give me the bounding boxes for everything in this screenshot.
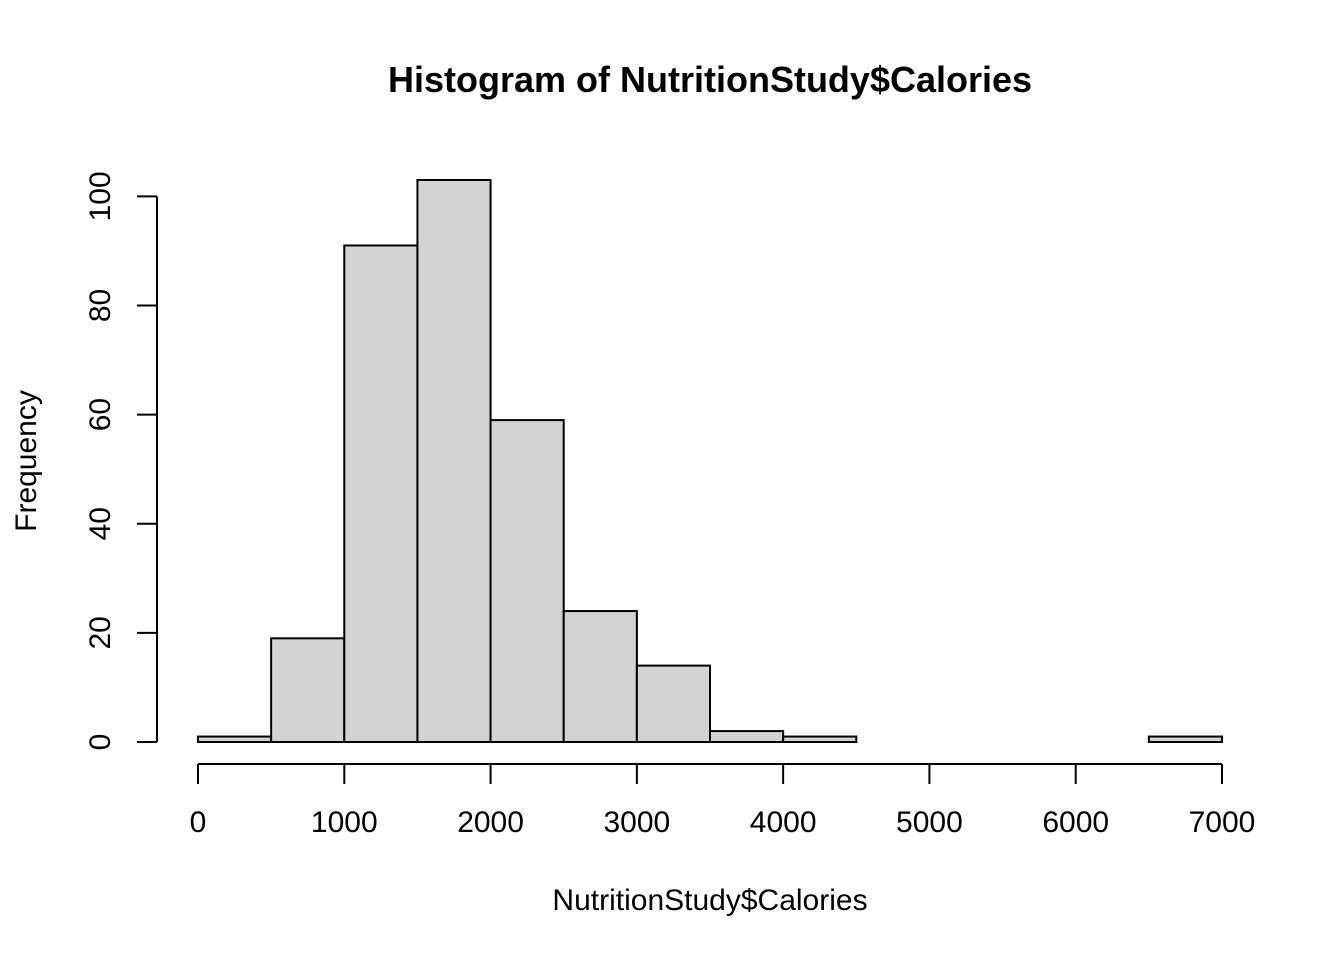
y-axis-label: Frequency: [10, 390, 43, 532]
histogram-bar: [343, 244, 419, 743]
x-tick-label: 7000: [1189, 806, 1256, 839]
histogram-bar: [416, 179, 492, 743]
x-tick-label: 2000: [457, 806, 524, 839]
histogram-bar: [197, 735, 273, 744]
y-tick-label: 20: [84, 616, 117, 649]
x-axis: 0 1000 2000 3000 4000 5000 6000 7000: [190, 763, 1256, 839]
histogram-bar: [489, 419, 565, 743]
x-tick-label: 3000: [603, 806, 670, 839]
x-tick-label: 0: [190, 806, 207, 839]
y-tick-label: 0: [84, 734, 117, 751]
histogram-bar: [782, 735, 858, 744]
x-tick-label: 4000: [750, 806, 817, 839]
histogram-bar: [709, 730, 785, 744]
histogram-bar: [635, 664, 711, 743]
histogram-bar: [270, 637, 346, 743]
y-axis: 0 20 40 60 80 100: [84, 171, 158, 751]
x-tick-label: 5000: [896, 806, 963, 839]
x-tick-label: 6000: [1042, 806, 1109, 839]
histogram-bar: [1147, 735, 1224, 744]
histogram-bar: [562, 610, 638, 743]
x-tick-label: 1000: [311, 806, 378, 839]
y-tick-label: 40: [84, 507, 117, 540]
y-tick-label: 80: [84, 289, 117, 322]
bars-group: [197, 179, 1224, 744]
chart-title: Histogram of NutritionStudy$Calories: [388, 59, 1032, 100]
x-axis-label: NutritionStudy$Calories: [552, 884, 867, 917]
y-tick-label: 100: [84, 171, 117, 221]
y-tick-label: 60: [84, 398, 117, 431]
